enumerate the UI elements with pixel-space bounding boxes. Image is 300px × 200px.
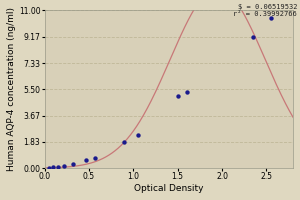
Point — [61, 164, 66, 167]
Point — [51, 166, 56, 169]
Point — [56, 165, 60, 168]
Point — [175, 95, 180, 98]
Point — [268, 16, 273, 19]
Text: $ = 0.06519532
r² = 0.39992766: $ = 0.06519532 r² = 0.39992766 — [233, 4, 297, 17]
X-axis label: Optical Density: Optical Density — [134, 184, 203, 193]
Y-axis label: Human AQP-4 concentration (ng/ml): Human AQP-4 concentration (ng/ml) — [7, 7, 16, 171]
Point — [135, 134, 140, 137]
Point — [84, 159, 88, 162]
Point — [46, 167, 51, 170]
Point — [184, 91, 189, 94]
Point — [251, 35, 256, 38]
Point — [122, 140, 127, 143]
Point — [93, 156, 98, 159]
Point — [70, 163, 75, 166]
